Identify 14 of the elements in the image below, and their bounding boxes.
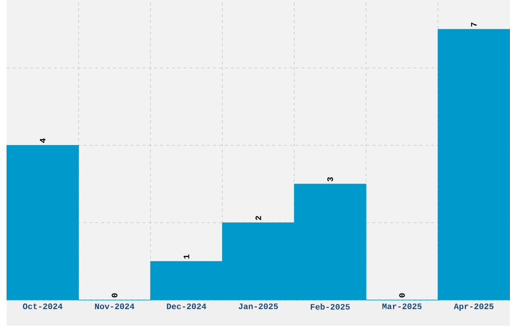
x-tick-label: Apr-2025 (454, 304, 494, 311)
x-tick-label: Dec-2024 (166, 304, 206, 310)
x-tick-label: Jan-2025 (238, 304, 278, 310)
data-label: 1 (184, 254, 190, 259)
data-label: 0 (112, 294, 118, 298)
data-label: 4 (40, 138, 46, 143)
data-label: 3 (327, 177, 333, 182)
x-tick-label: Nov-2024 (95, 304, 134, 310)
x-tick-label: Mar-2025 (382, 304, 422, 310)
data-label: 2 (255, 216, 262, 220)
x-tick-label: Oct-2024 (22, 304, 62, 310)
data-label: 7 (471, 22, 477, 27)
data-label: 0 (399, 294, 405, 298)
x-tick-label: Feb-2025 (310, 304, 350, 310)
